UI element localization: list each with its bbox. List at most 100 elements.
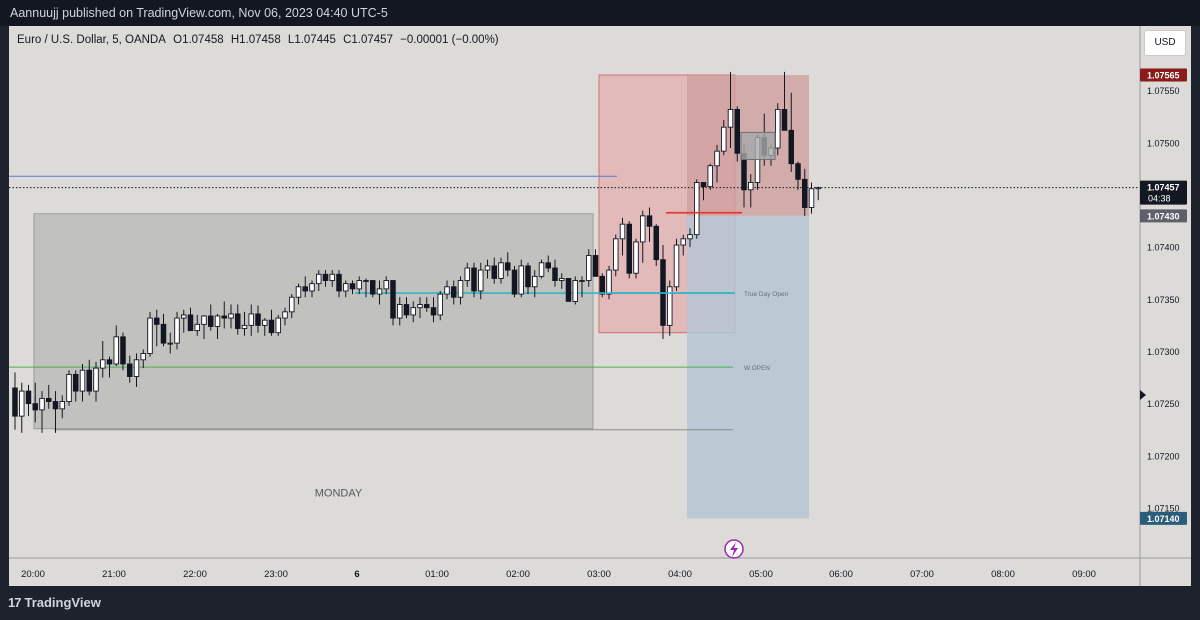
candle-body	[775, 109, 781, 149]
candle-body	[133, 359, 140, 377]
candle-body	[795, 163, 801, 180]
candle-body	[268, 319, 275, 334]
candle-body	[619, 223, 626, 240]
candle-body	[194, 323, 200, 332]
candle-body	[153, 317, 160, 325]
last-price-badge	[1140, 180, 1187, 205]
candle-body	[120, 336, 126, 365]
candle-body	[478, 269, 484, 292]
currency-button[interactable]: USD	[1144, 30, 1186, 56]
candle-body	[599, 275, 606, 295]
candle-body	[498, 262, 504, 279]
x-tick-label: 04:00	[668, 569, 692, 580]
x-tick-label: 09:00	[1072, 569, 1096, 580]
candle-body	[343, 283, 349, 292]
candle-body	[532, 275, 538, 288]
chart-area[interactable]: MONDAY True Day Open W.OPEN 1.07550 1.0750…	[9, 26, 1191, 586]
candle-body	[397, 304, 403, 319]
candle-body	[471, 267, 477, 292]
candle-body	[511, 269, 518, 295]
candle-body	[180, 314, 187, 319]
candle-body	[160, 323, 167, 344]
candle-body	[241, 324, 248, 329]
candle-body	[370, 280, 376, 295]
line-label-w-open: W.OPEN	[744, 365, 770, 372]
candle-body	[174, 317, 180, 344]
candle-body	[451, 286, 457, 298]
candle-body	[282, 311, 288, 319]
legend-open: O1.07458	[173, 34, 224, 46]
symbol-legend: Euro / U.S. Dollar, 5, OANDA O1.07458 H1…	[17, 34, 503, 46]
chart-canvas[interactable]: MONDAY True Day Open W.OPEN 1.07550 1.0750…	[9, 26, 1191, 586]
candle-body	[640, 215, 646, 243]
x-tick-label: 6	[354, 569, 359, 580]
publish-header: Aannuujj published on TradingView.com, N…	[0, 0, 1200, 26]
price-badge-label: 1.07565	[1147, 71, 1180, 81]
candle-body	[187, 314, 194, 332]
candle-body	[336, 273, 342, 292]
candle-body	[126, 363, 133, 377]
candle-body	[66, 373, 72, 402]
candle-body	[99, 359, 106, 369]
tradingview-logo-icon: 17	[8, 595, 22, 610]
candle-body	[255, 313, 261, 326]
candle-body	[140, 353, 146, 361]
candle-body	[25, 390, 32, 405]
candle-body	[113, 336, 119, 365]
candle-body	[410, 307, 417, 316]
last-price-label: 1.07457	[1147, 183, 1180, 193]
candle-body	[248, 313, 254, 326]
candle-body	[748, 182, 754, 191]
annotation-box-5[interactable]	[740, 131, 776, 161]
candle-body	[673, 244, 680, 288]
y-tick-label: 1.07150	[1147, 503, 1180, 513]
candles-group	[12, 71, 822, 433]
candle-body	[383, 280, 390, 290]
tradingview-brand[interactable]: 17 TradingView	[8, 595, 101, 610]
y-tick-label: 1.07500	[1147, 138, 1180, 148]
candle-body	[349, 283, 356, 290]
candle-body	[417, 304, 423, 309]
candle-body	[491, 265, 498, 279]
candle-body	[727, 109, 734, 128]
candle-body	[376, 288, 383, 295]
candle-body	[579, 280, 585, 282]
candle-body	[12, 387, 18, 417]
lightning-bolt-icon	[730, 542, 738, 557]
price-badge	[1140, 68, 1187, 82]
candle-body	[667, 286, 673, 326]
publish-text: Aannuujj published on TradingView.com, N…	[10, 6, 388, 20]
legend-change: −0.00001 (−0.00%)	[400, 34, 499, 46]
candle-body	[633, 241, 639, 274]
candle-body	[721, 126, 727, 152]
x-tick-label: 07:00	[910, 569, 934, 580]
candle-body	[694, 182, 700, 236]
candle-body	[302, 286, 309, 292]
x-tick-label: 23:00	[264, 569, 288, 580]
candle-body	[538, 262, 545, 277]
candle-body	[390, 280, 396, 319]
y-tick-label: 1.07250	[1147, 399, 1180, 409]
candle-body	[221, 315, 227, 319]
annotation-box-1[interactable]	[33, 213, 594, 430]
x-tick-label: 02:00	[506, 569, 530, 580]
candle-body	[275, 317, 282, 334]
candle-body	[714, 150, 720, 167]
symbol-name[interactable]: Euro / U.S. Dollar, 5, OANDA	[17, 34, 166, 46]
y-tick-label: 1.07550	[1147, 86, 1180, 96]
candle-body	[363, 280, 369, 282]
y-tick-label: 1.07300	[1147, 347, 1180, 357]
candle-body	[93, 367, 99, 392]
candle-body	[32, 403, 39, 411]
x-tick-label: 03:00	[587, 569, 611, 580]
candle-body	[545, 262, 552, 269]
x-tick-label: 08:00	[991, 569, 1015, 580]
candle-body	[437, 293, 444, 316]
candle-body	[329, 273, 336, 281]
candle-body	[586, 255, 592, 281]
candle-body	[72, 373, 79, 392]
candle-body	[261, 319, 268, 326]
candle-body	[214, 315, 221, 327]
candle-body	[572, 280, 579, 302]
scroll-arrow-icon[interactable]	[1140, 390, 1146, 400]
